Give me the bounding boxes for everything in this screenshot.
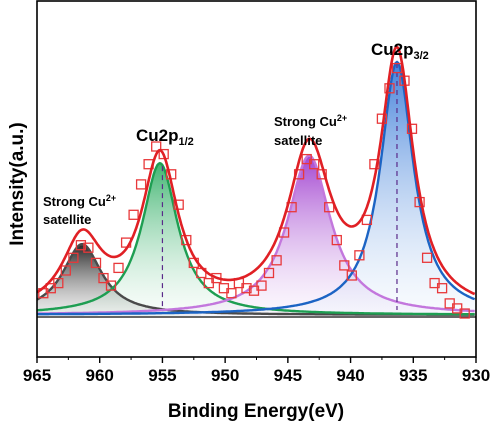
data-point — [173, 199, 184, 210]
data-point — [105, 280, 117, 291]
label-satellite-high-sup: 2+ — [337, 113, 347, 123]
x-tick-label: 955 — [148, 366, 176, 385]
x-tick-label: 960 — [86, 366, 114, 385]
peak-fill-3 — [177, 156, 441, 316]
data-point — [135, 179, 147, 190]
label-satellite-high-line2: satellite — [274, 133, 322, 148]
data-point — [75, 240, 87, 251]
data-point — [354, 250, 365, 261]
data-point — [339, 260, 350, 271]
data-point — [421, 252, 433, 263]
data-point — [324, 202, 335, 213]
data-point — [53, 277, 64, 289]
label-cu2p3-2-main: Cu2p — [371, 40, 414, 59]
data-point — [241, 283, 252, 294]
peak-fill-2 — [50, 164, 270, 316]
label-cu2p1-2-sub: 1/2 — [179, 136, 194, 148]
label-cu2p1-2: Cu2p1/2 — [136, 126, 194, 148]
data-point — [68, 252, 79, 263]
label-satellite-low-line1: Strong Cu2+ — [43, 193, 116, 209]
y-axis-title: Intensity(a.u.) — [7, 122, 28, 246]
data-point — [369, 159, 380, 170]
data-point — [263, 267, 275, 279]
data-point — [83, 242, 94, 253]
data-point — [271, 255, 282, 266]
x-axis-ticks: 965 960 955 950 945 940 935 930 — [23, 357, 490, 385]
data-markers — [38, 62, 470, 319]
data-point — [151, 141, 162, 152]
x-tick-label: 930 — [462, 366, 490, 385]
x-tick-label: 945 — [274, 366, 302, 385]
label-satellite-high-main: Strong Cu — [274, 114, 337, 129]
data-point — [316, 169, 327, 180]
data-point — [226, 288, 237, 299]
data-point — [98, 272, 109, 284]
peak-fills — [37, 63, 476, 316]
label-satellite-low-main: Strong Cu — [43, 194, 106, 209]
x-axis-title: Binding Energy(eV) — [168, 401, 344, 422]
data-point — [436, 283, 448, 294]
data-point — [90, 257, 102, 269]
envelope-curve — [36, 45, 476, 296]
label-cu2p3-2: Cu2p3/2 — [371, 40, 429, 62]
data-point — [60, 265, 71, 276]
envelope-layer — [36, 45, 476, 296]
data-point — [346, 270, 357, 281]
x-tick-label: 965 — [23, 366, 51, 385]
data-point — [113, 262, 124, 274]
label-satellite-low-sup: 2+ — [106, 193, 116, 203]
x-tick-label: 950 — [211, 366, 239, 385]
data-point — [309, 159, 320, 170]
label-cu2p3-2-sub: 3/2 — [414, 50, 429, 62]
data-point — [128, 209, 139, 220]
data-point — [158, 148, 169, 160]
peak-curve-3 — [37, 154, 475, 315]
label-cu2p1-2-main: Cu2p — [136, 126, 179, 145]
label-satellite-low-line2: satellite — [43, 212, 91, 227]
data-point — [331, 234, 342, 246]
data-point — [459, 308, 470, 319]
data-point — [391, 62, 403, 74]
reference-lines — [161, 63, 398, 310]
data-point — [256, 280, 267, 291]
label-satellite-high-line1: Strong Cu2+ — [274, 113, 347, 129]
data-point — [181, 234, 192, 246]
x-tick-label: 935 — [399, 366, 427, 385]
x-tick-label: 940 — [336, 366, 364, 385]
